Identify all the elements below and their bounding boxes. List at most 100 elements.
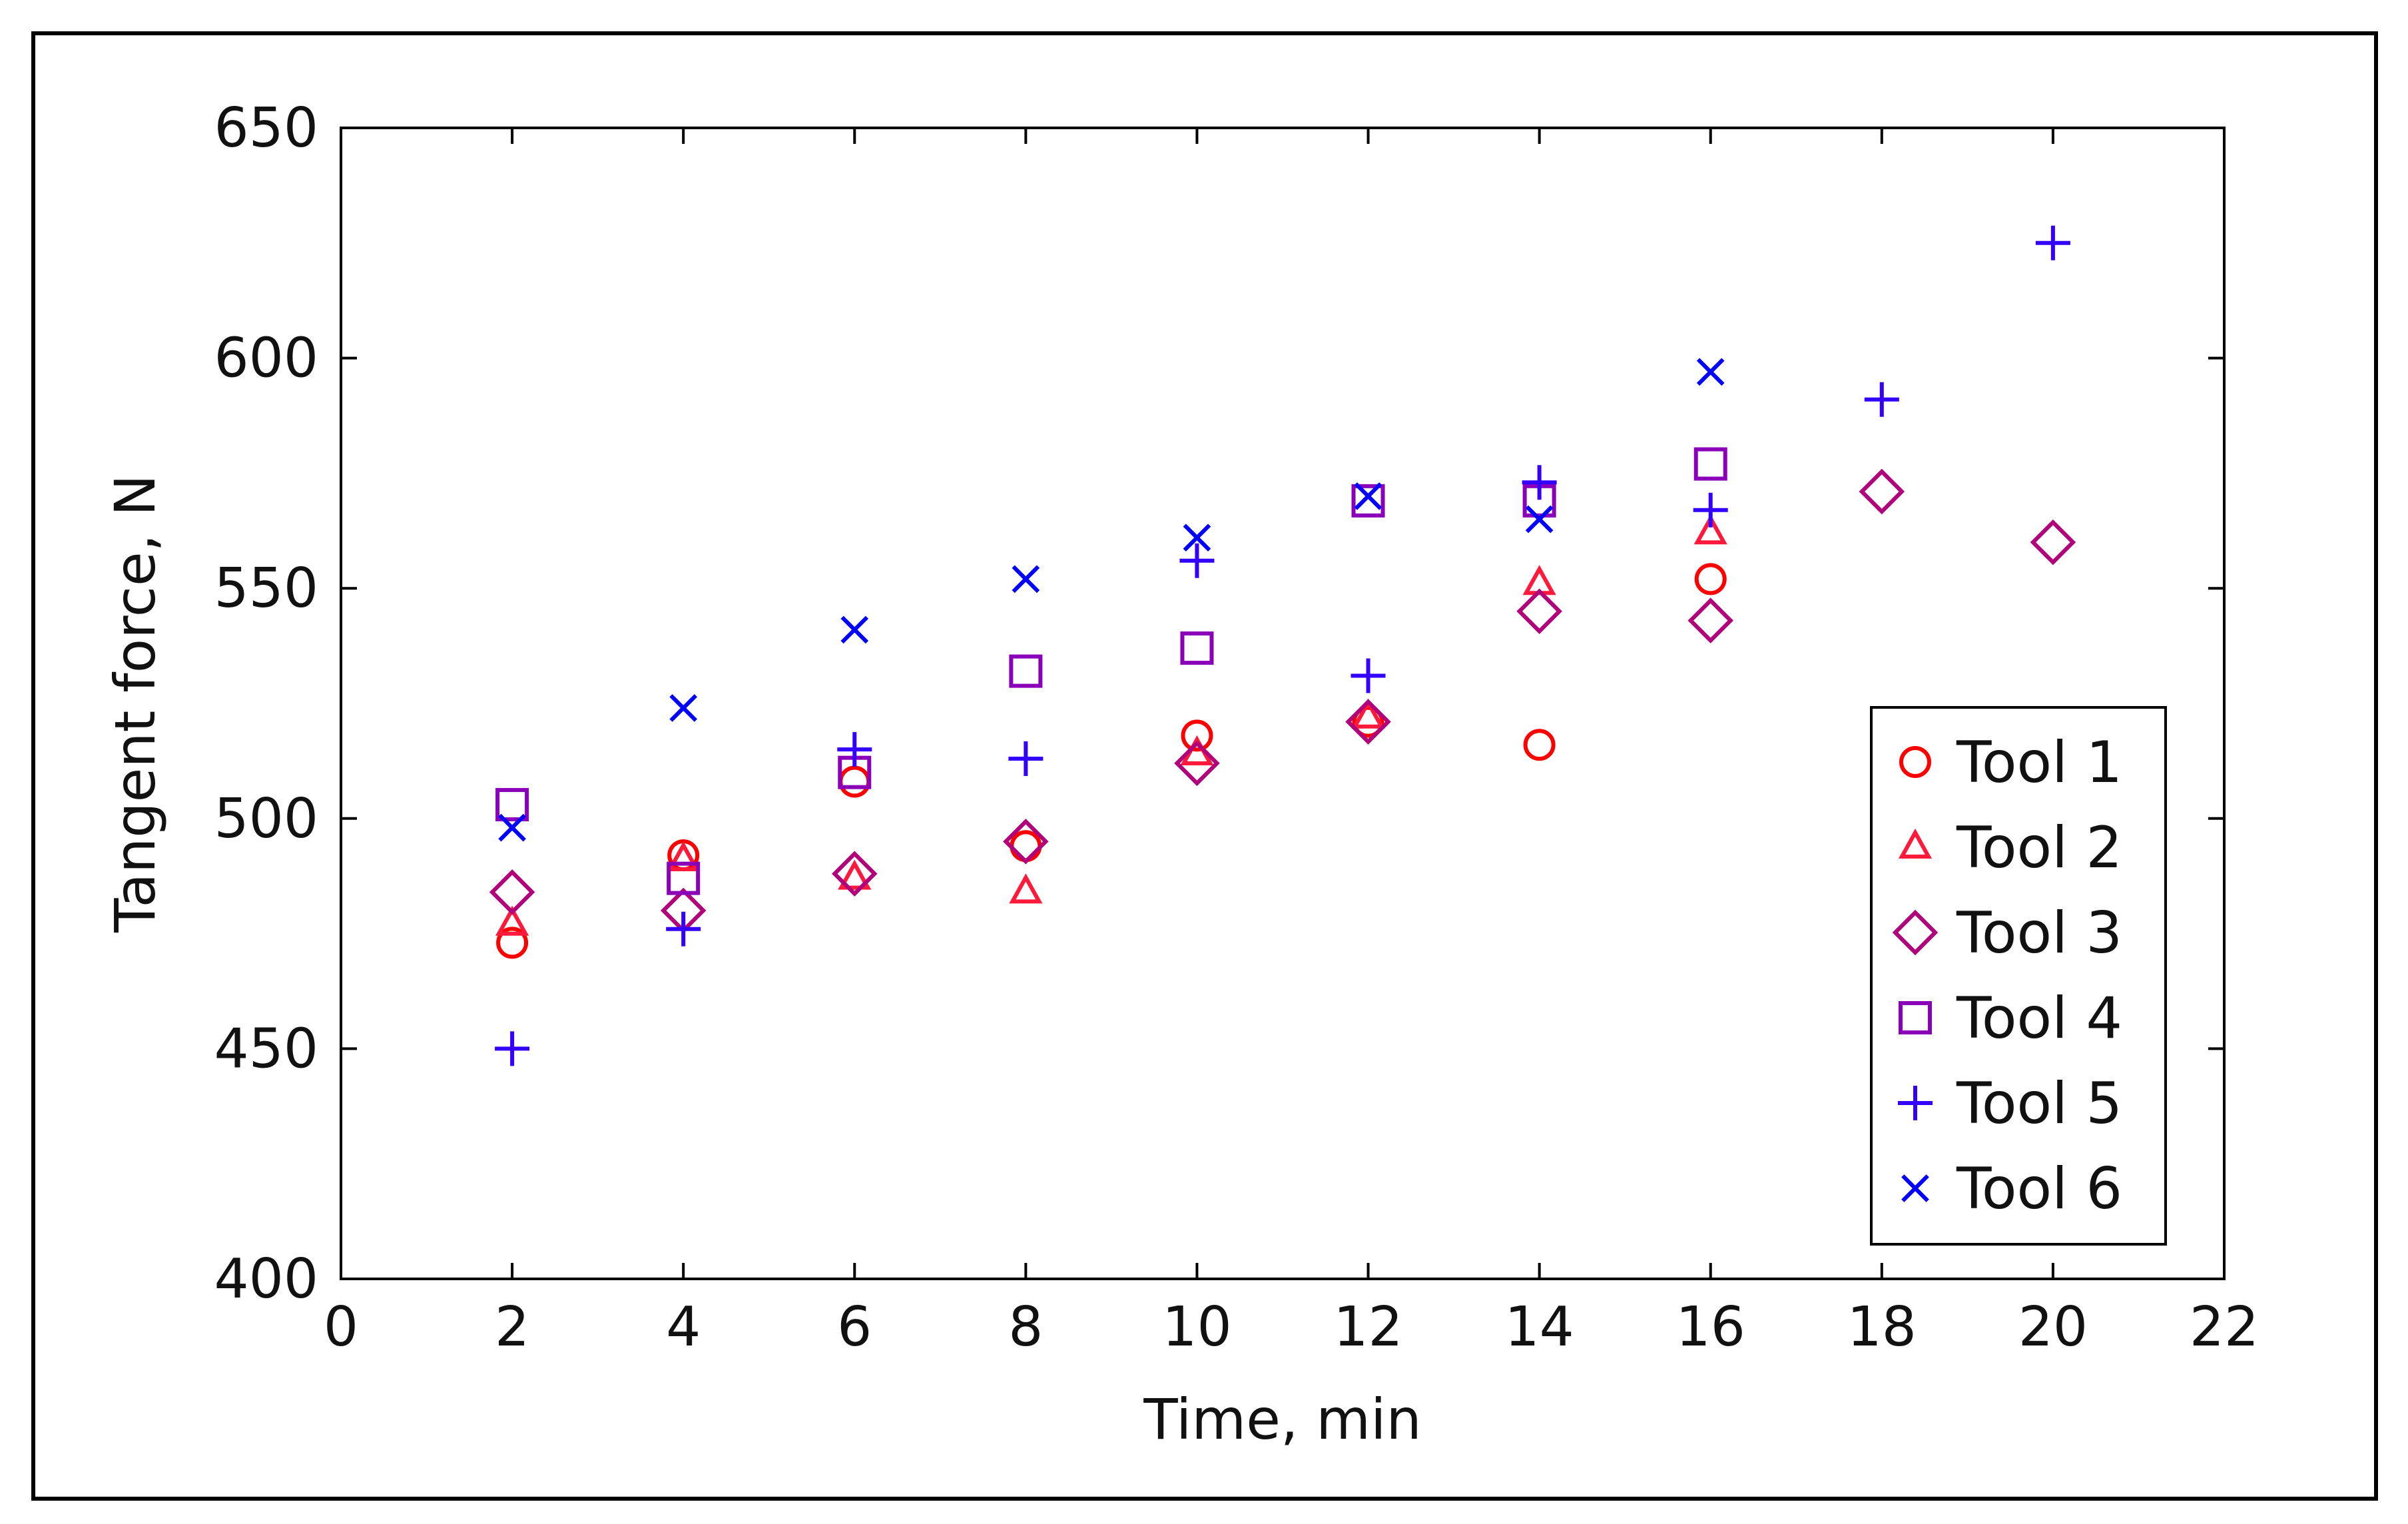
legend-entry: Tool 4 [1899,985,2122,1052]
legend-entry: Tool 6 [1901,1156,2122,1222]
series-tool-4 [495,447,1727,895]
plus-marker [1179,543,1215,578]
triangle-marker [1009,873,1043,904]
data-point [1181,719,1213,752]
y-tick-label: 600 [214,327,318,390]
data-point [1351,698,1385,729]
data-point [1864,382,1899,417]
data-point [1180,631,1214,665]
legend-label: Tool 1 [1956,729,2122,796]
diamond-marker [1003,819,1049,865]
plus-marker [1898,1086,1933,1120]
data-point [489,869,535,915]
legend-entry: Tool 2 [1898,815,2122,881]
x-axis-title: Time, min [1143,1387,1421,1452]
x-tick-label: 22 [2190,1296,2259,1359]
triangle-marker [1351,698,1385,729]
data-point [1352,705,1384,738]
data-point [1179,543,1215,578]
data-point [1516,588,1562,635]
data-point [667,861,701,895]
cross-marker [669,694,698,722]
data-point [669,694,698,722]
data-point [666,911,701,947]
square-marker [1009,654,1043,688]
legend-label: Tool 2 [1956,815,2122,881]
triangle-marker [495,905,529,936]
data-point [1174,740,1220,787]
cross-marker [840,615,869,644]
triangle-marker [838,859,872,890]
legend-label: Tool 3 [1956,900,2122,966]
data-point [1351,484,1385,518]
cross-marker [1354,482,1382,510]
plus-marker [1522,465,1557,500]
data-point [1696,358,1725,386]
circle-marker [1899,746,1931,778]
data-point [1003,819,1049,865]
cross-marker [1183,524,1211,552]
data-point [1525,505,1554,534]
x-tick-label: 16 [1676,1296,1745,1359]
square-marker [1351,484,1385,518]
square-marker [1180,631,1214,665]
plus-marker [837,732,872,767]
data-point [667,841,701,872]
triangle-marker [1693,514,1727,545]
data-point [1522,465,1557,500]
cross-marker [1696,358,1725,386]
data-point [1693,492,1728,528]
data-point [1693,447,1727,481]
series-tool-6 [498,358,1725,842]
data-point [498,813,526,842]
x-tick-label: 14 [1504,1296,1574,1359]
square-marker [1693,447,1727,481]
data-point [495,788,529,822]
diamond-marker [1174,740,1220,787]
legend-marker [1898,828,1933,859]
legend-entry: Tool 3 [1892,900,2122,966]
data-point [1009,654,1043,688]
diamond-marker [489,869,535,915]
legend-label: Tool 5 [1956,1070,2122,1137]
legend-marker [1899,1001,1932,1034]
data-point [496,927,529,959]
legend-entry: Tool 5 [1898,1070,2122,1137]
legend: Tool 1 Tool 2 Tool 3 Tool 4 Tool 5 Tool 6 [1870,706,2167,1246]
data-point [1345,699,1391,745]
data-point [495,905,529,936]
legend-marker [1898,1086,1933,1120]
cross-marker [1525,505,1554,534]
data-point [1859,468,1905,515]
square-marker [495,788,529,822]
data-point [1183,524,1211,552]
circle-marker [1694,563,1727,595]
data-point [495,1031,530,1066]
axis-ticks: 0 2 4 6 8 10 12 14 16 18 20 22 400 450 500 550 600 650 [214,97,2259,1359]
legend-entry: Tool 1 [1899,729,2122,796]
legend-label: Tool 4 [1956,985,2122,1052]
y-axis-title: Tangent force, N [103,474,168,933]
data-point [1008,741,1044,776]
triangle-marker [667,841,701,872]
y-tick-label: 550 [214,557,318,620]
circle-marker [1523,729,1556,761]
legend-marker [1899,746,1931,778]
x-tick-label: 4 [666,1296,701,1359]
square-marker [1899,1001,1932,1034]
triangle-marker [1898,828,1933,859]
x-tick-label: 2 [495,1296,529,1359]
diamond-marker [1687,597,1733,643]
series-tool-5 [495,225,2070,1066]
y-tick-label: 450 [214,1017,318,1080]
plus-marker [1864,382,1899,417]
plus-marker [666,911,701,947]
cross-marker [498,813,526,842]
data-point [1354,482,1382,510]
x-tick-label: 0 [324,1296,358,1359]
data-point [1351,658,1386,693]
y-tick-label: 400 [214,1248,318,1311]
plus-marker [1693,492,1728,528]
plus-marker [2035,225,2070,260]
